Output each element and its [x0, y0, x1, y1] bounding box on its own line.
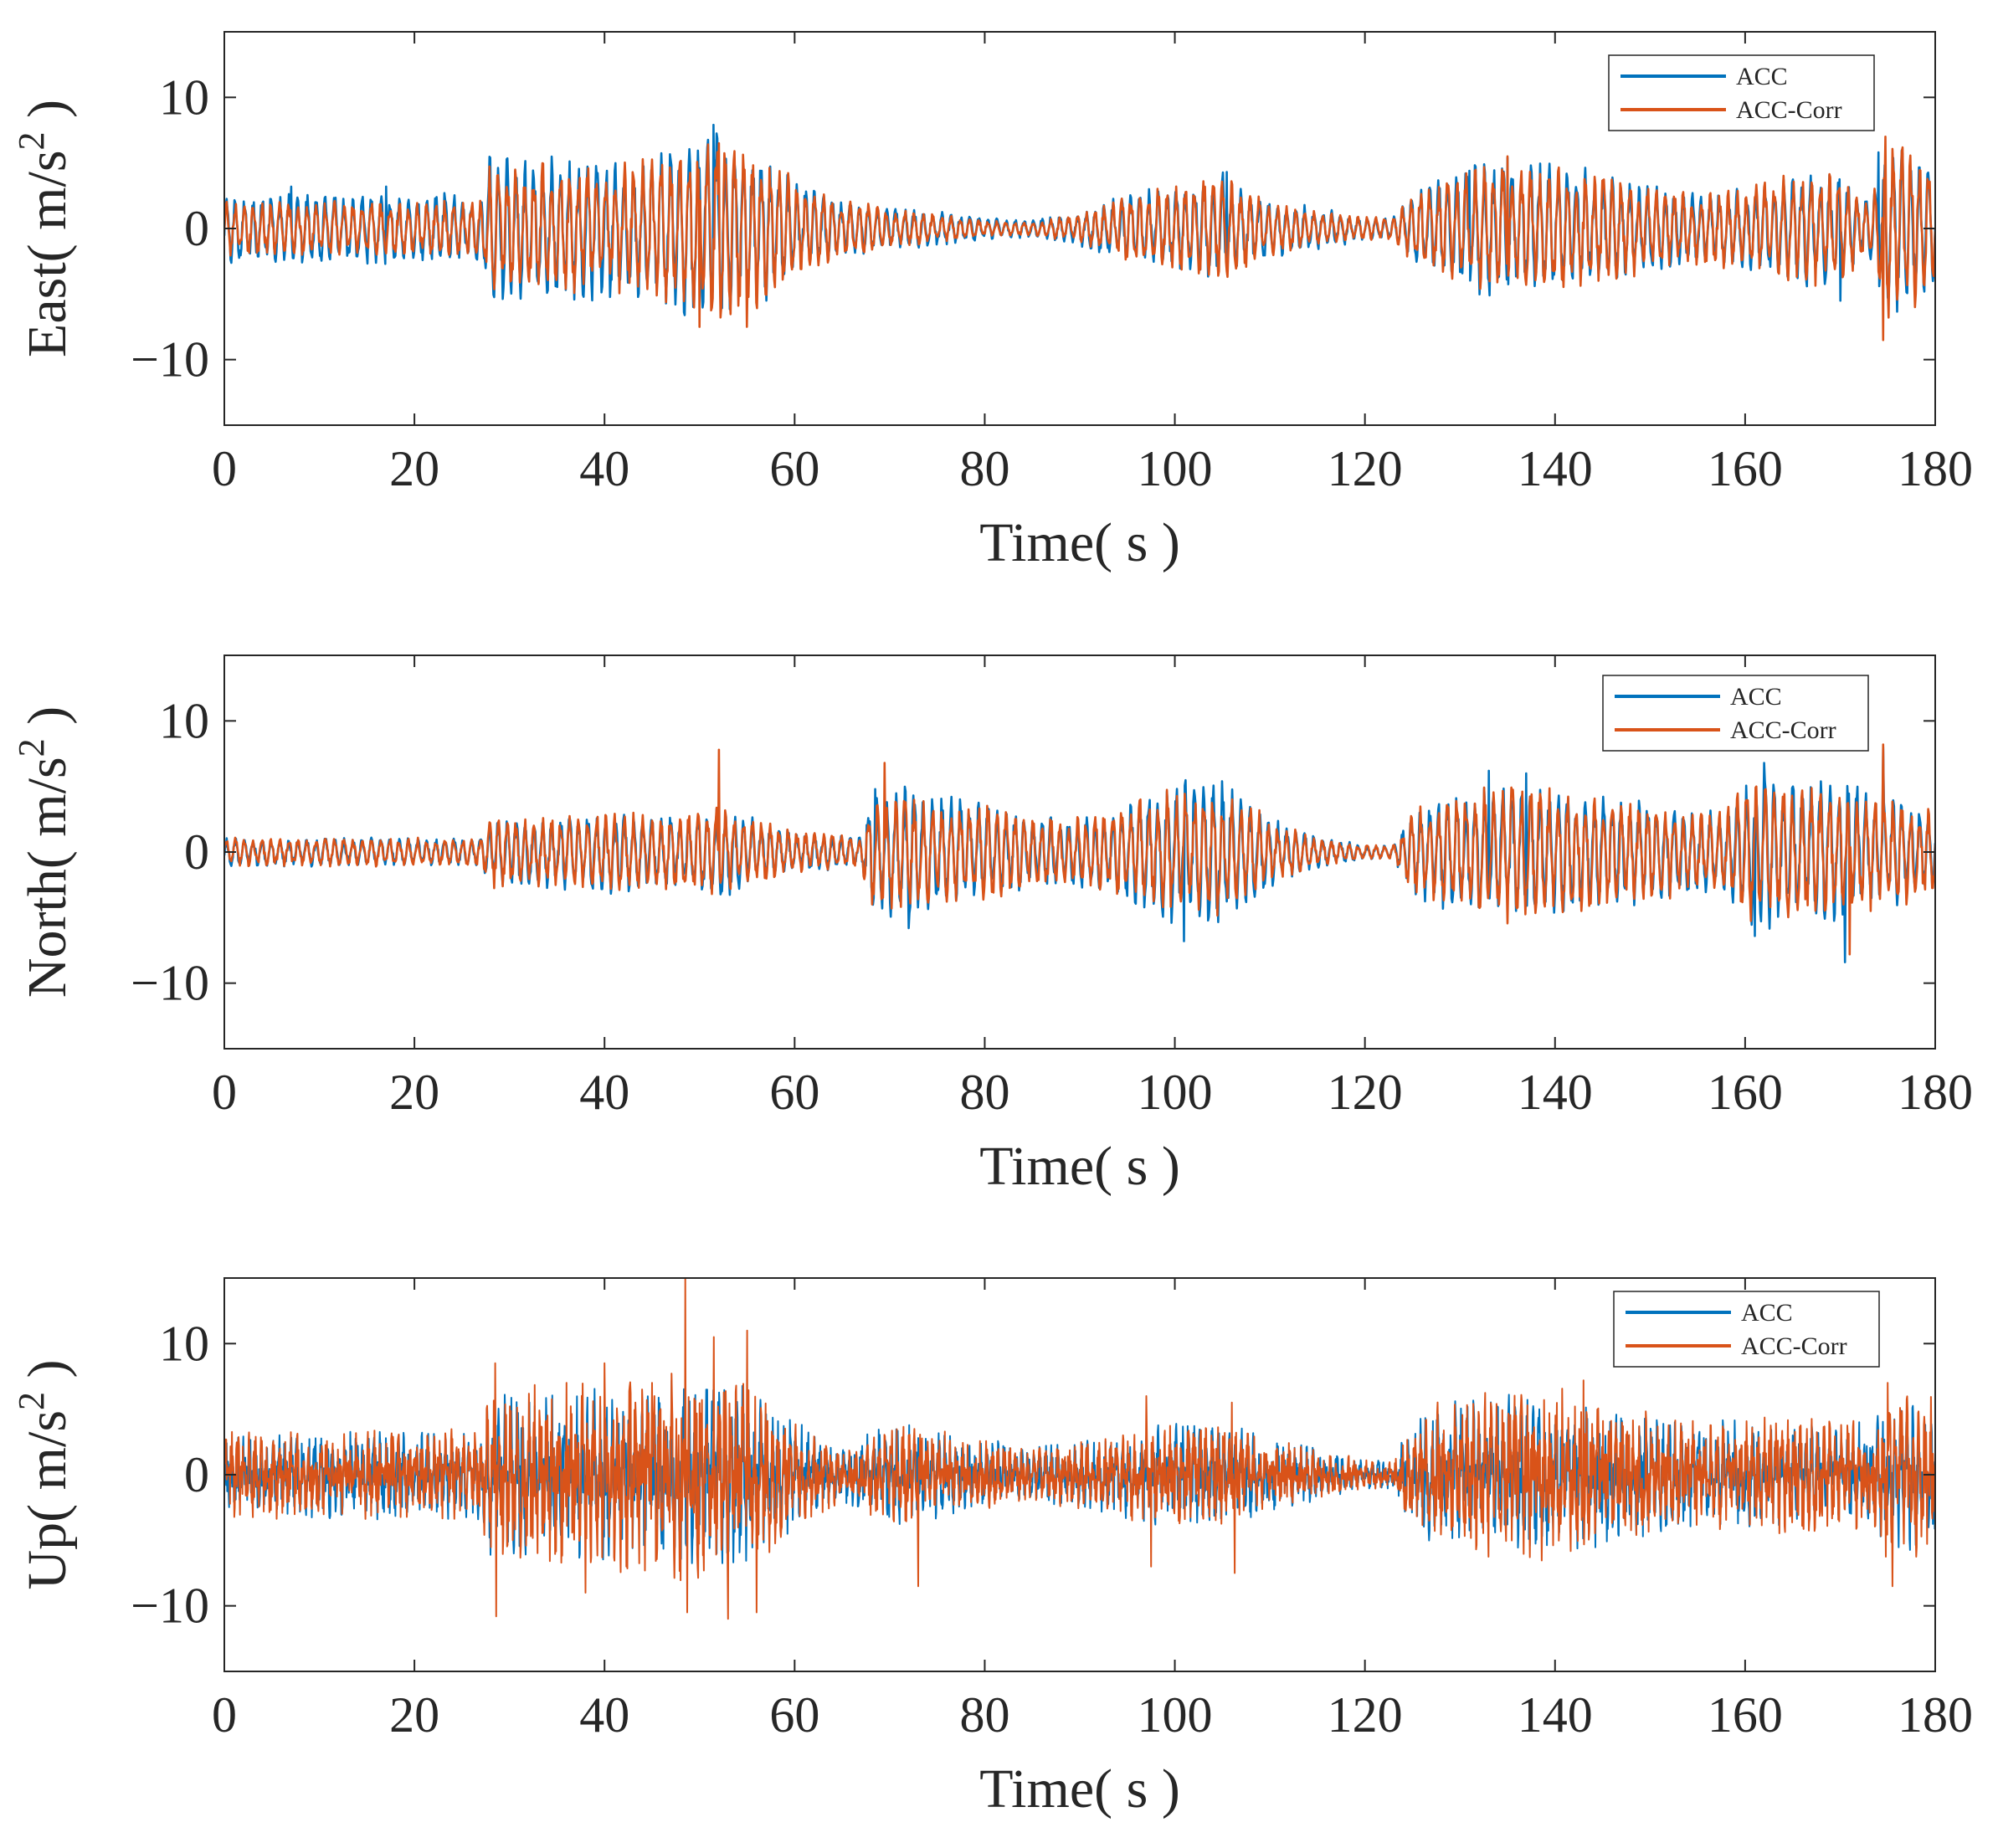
- x-tick-label: 0: [212, 441, 237, 496]
- x-tick-label: 80: [959, 1065, 1009, 1120]
- x-tick-label: 100: [1138, 1065, 1213, 1120]
- y-axis-label-end: ): [17, 1360, 78, 1392]
- x-tick-label: 140: [1518, 1687, 1593, 1743]
- x-tick-label: 80: [959, 441, 1009, 496]
- x-tick-label: 100: [1138, 441, 1213, 496]
- y-tick-label: −10: [131, 1578, 209, 1634]
- x-tick-label: 60: [769, 441, 819, 496]
- y-tick-label: 0: [184, 201, 209, 256]
- y-axis-label: East( m/s2 ): [11, 100, 78, 357]
- series-line-acc-corr: [224, 743, 1935, 956]
- legend-box: [1608, 54, 1875, 131]
- y-axis-label-superscript: 2: [11, 1392, 52, 1410]
- y-tick-label: 10: [159, 1316, 209, 1371]
- legend-label-acc: ACC: [1730, 683, 1782, 711]
- series-line-acc-corr: [224, 136, 1935, 341]
- x-tick-label: 0: [212, 1065, 237, 1120]
- x-tick-label: 60: [769, 1065, 819, 1120]
- y-tick-label: 10: [159, 69, 209, 125]
- y-tick-label: 0: [184, 824, 209, 880]
- x-tick-label: 120: [1328, 1065, 1403, 1120]
- y-axis-label-main: Up( m/s: [17, 1410, 78, 1590]
- x-tick-label: 20: [389, 1687, 439, 1743]
- x-tick-label: 160: [1708, 441, 1783, 496]
- legend-label-acc-corr: ACC-Corr: [1730, 716, 1836, 744]
- x-tick-label: 20: [389, 1065, 439, 1120]
- legend: ACC ACC-Corr: [1602, 675, 1869, 752]
- x-tick-label: 40: [579, 1065, 629, 1120]
- x-tick-label: 120: [1328, 1687, 1403, 1743]
- x-tick-label: 180: [1898, 1065, 1973, 1120]
- series-line-acc-corr: [224, 1278, 1935, 1620]
- legend-box: [1613, 1291, 1880, 1368]
- x-axis-label: Time( s ): [979, 1758, 1180, 1820]
- x-tick-label: 180: [1898, 1687, 1973, 1743]
- x-tick-label: 20: [389, 441, 439, 496]
- x-tick-label: 160: [1708, 1687, 1783, 1743]
- legend: ACC ACC-Corr: [1613, 1291, 1880, 1368]
- x-tick-label: 120: [1328, 441, 1403, 496]
- y-tick-label: −10: [131, 332, 209, 388]
- y-axis-label-superscript: 2: [11, 132, 52, 151]
- y-axis-label-superscript: 2: [11, 738, 52, 757]
- x-tick-label: 80: [959, 1687, 1009, 1743]
- x-tick-label: 160: [1708, 1065, 1783, 1120]
- x-tick-label: 140: [1518, 1065, 1593, 1120]
- x-tick-label: 0: [212, 1687, 237, 1743]
- y-tick-label: −10: [131, 956, 209, 1011]
- x-tick-label: 40: [579, 1687, 629, 1743]
- legend-label-acc: ACC: [1736, 63, 1788, 90]
- y-axis-label-end: ): [17, 706, 78, 738]
- legend-label-acc-corr: ACC-Corr: [1741, 1332, 1847, 1360]
- x-tick-label: 140: [1518, 441, 1593, 496]
- y-tick-label: 10: [159, 693, 209, 748]
- y-axis-label-main: North( m/s: [17, 757, 78, 998]
- x-tick-label: 40: [579, 441, 629, 496]
- legend: ACC ACC-Corr: [1608, 54, 1875, 131]
- y-axis-label-end: ): [17, 100, 78, 131]
- y-axis-label: North( m/s2 ): [11, 706, 78, 998]
- y-axis-label: Up( m/s2 ): [11, 1360, 78, 1590]
- y-axis-label-main: East( m/s: [17, 151, 78, 357]
- y-tick-label: 0: [184, 1447, 209, 1502]
- x-axis-label: Time( s ): [979, 1136, 1180, 1197]
- x-tick-label: 60: [769, 1687, 819, 1743]
- x-tick-label: 180: [1898, 441, 1973, 496]
- x-axis-label: Time( s ): [979, 512, 1180, 573]
- legend-label-acc-corr: ACC-Corr: [1736, 96, 1842, 124]
- legend-box: [1602, 675, 1869, 752]
- legend-label-acc: ACC: [1741, 1299, 1793, 1327]
- x-tick-label: 100: [1138, 1687, 1213, 1743]
